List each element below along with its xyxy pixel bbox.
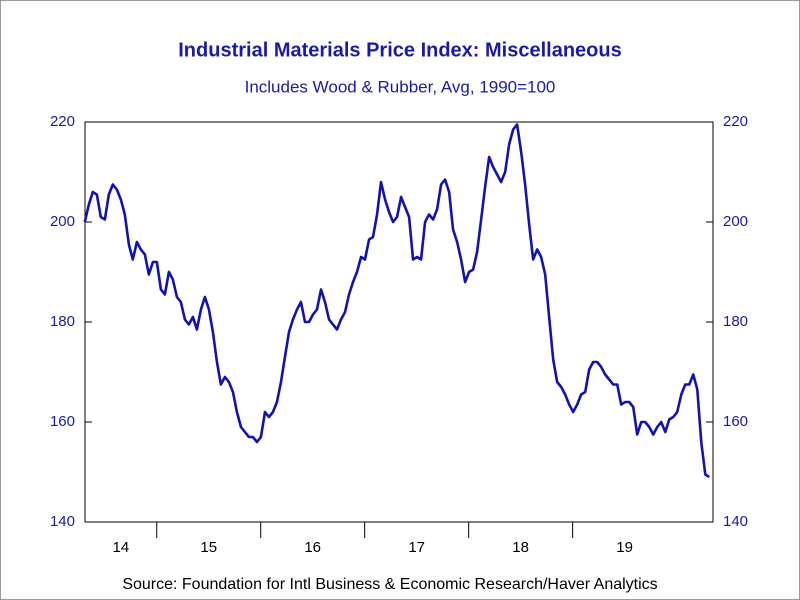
y2-tick-label: 180 bbox=[723, 313, 748, 330]
plot-area bbox=[84, 121, 714, 523]
y-tick-label: 200 bbox=[50, 213, 75, 230]
x-tick-label: 14 bbox=[113, 539, 130, 556]
y-tick-label: 160 bbox=[50, 413, 75, 430]
x-tick-label: 17 bbox=[408, 539, 425, 556]
x-tick-label: 15 bbox=[200, 539, 217, 556]
y2-tick-label: 160 bbox=[723, 413, 748, 430]
chart-title: Industrial Materials Price Index: Miscel… bbox=[178, 39, 622, 61]
y2-tick-label: 220 bbox=[723, 113, 748, 130]
y2-tick-label: 140 bbox=[723, 513, 748, 530]
x-tick-label: 18 bbox=[512, 539, 529, 556]
source-note: Source: Foundation for Intl Business & E… bbox=[122, 576, 657, 593]
y-tick-label: 220 bbox=[50, 113, 75, 130]
y2-tick-label: 200 bbox=[723, 213, 748, 230]
series-line bbox=[83, 123, 710, 479]
y-tick-label: 140 bbox=[50, 513, 75, 530]
y-tick-label: 180 bbox=[50, 313, 75, 330]
chart-subtitle: Includes Wood & Rubber, Avg, 1990=100 bbox=[245, 77, 556, 96]
x-tick-label: 16 bbox=[304, 539, 321, 556]
x-tick-label: 19 bbox=[616, 539, 633, 556]
